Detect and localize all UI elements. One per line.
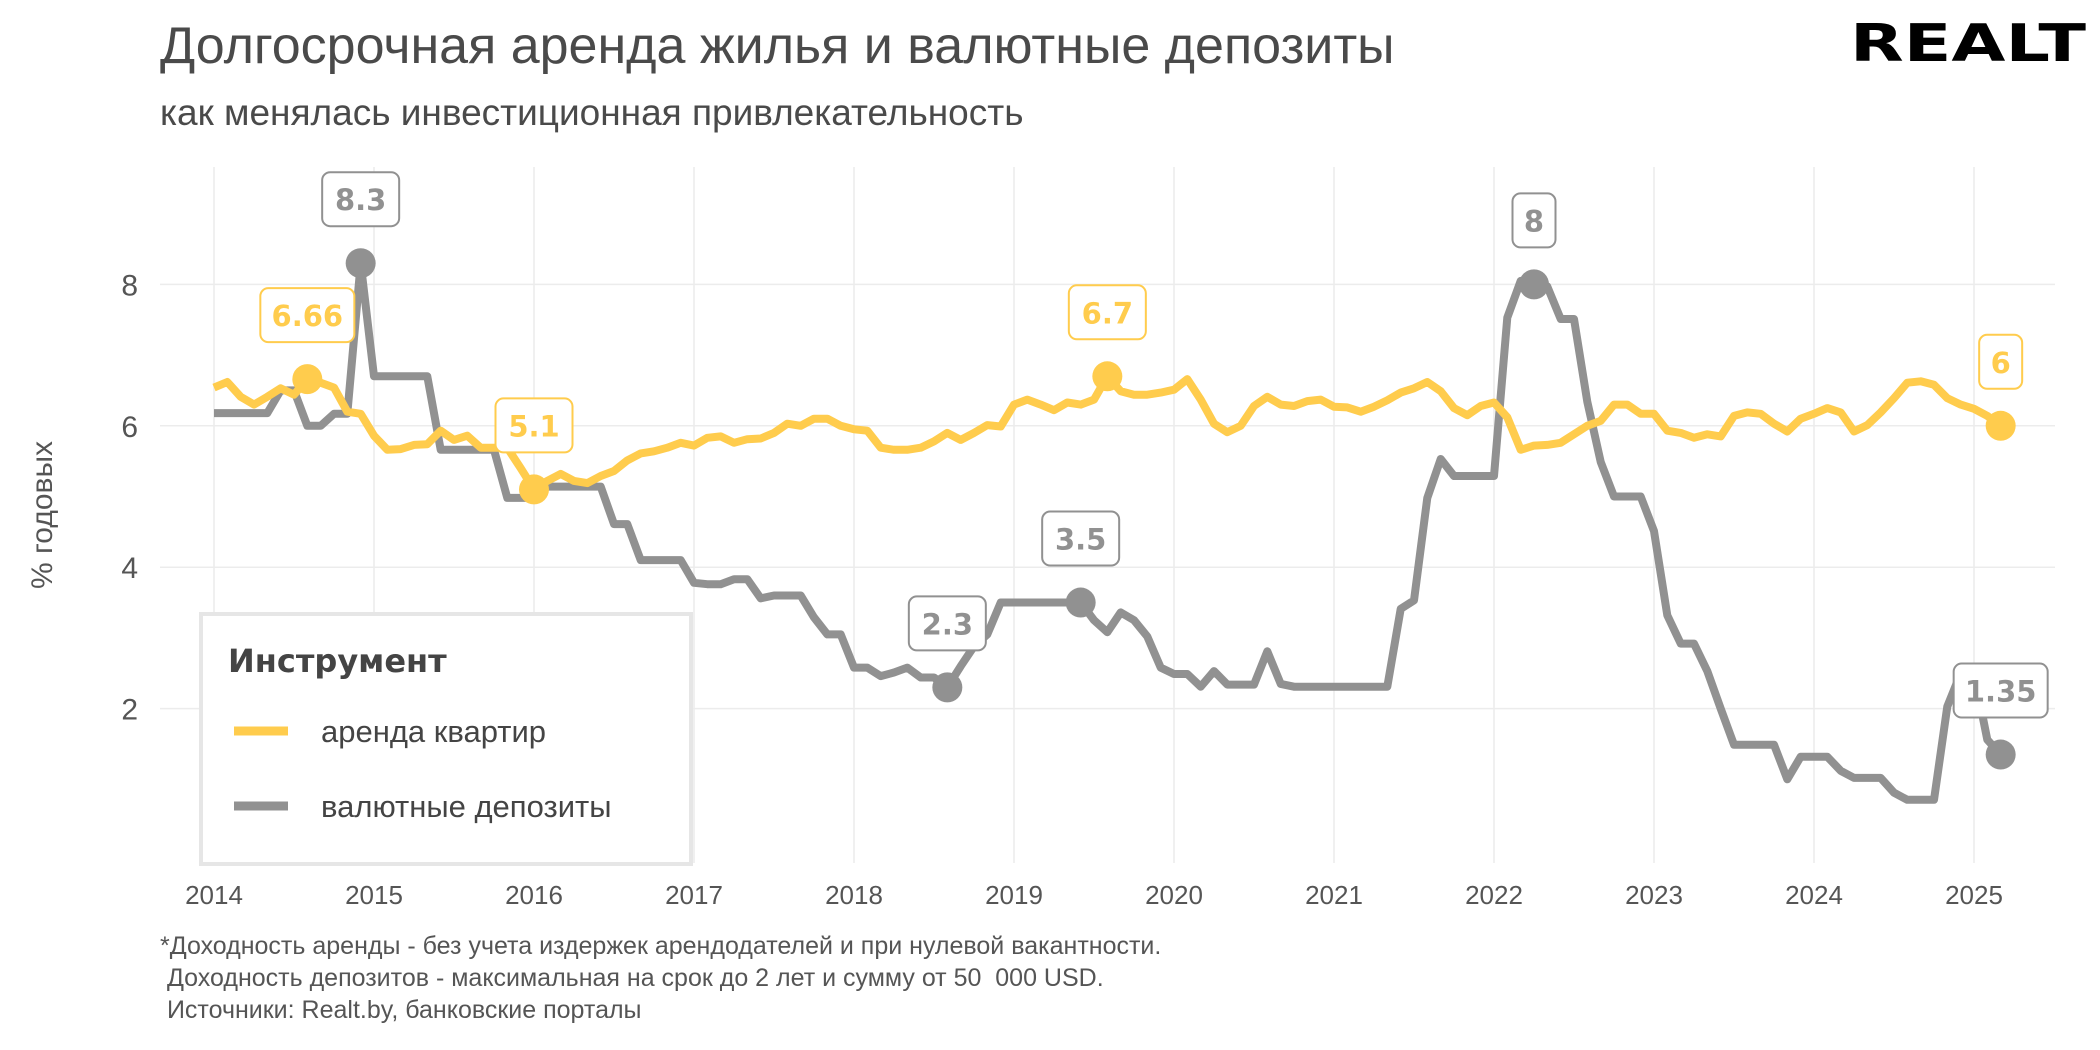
data-label-box: [321, 171, 401, 228]
data-label-box: [494, 397, 574, 454]
legend-box: [199, 612, 693, 866]
data-label-box: [259, 287, 356, 344]
series-line-deposits: [214, 259, 2004, 804]
data-point: [292, 364, 323, 395]
annotation-points: [292, 248, 2016, 770]
legend: Инструмент аренда квартир валютные депоз…: [199, 612, 693, 866]
data-label: 2.3: [922, 607, 973, 641]
footnote-line: Доходность депозитов - максимальная на с…: [160, 964, 1104, 992]
legend-label-deposits: валютные депозиты: [321, 789, 612, 824]
logo-text: REALT: [1850, 14, 2087, 70]
data-point: [519, 474, 549, 505]
x-tick-label: 2022: [1465, 880, 1523, 910]
legend-label-rent: аренда квартир: [321, 714, 546, 749]
x-tick-label: 2017: [665, 880, 723, 910]
annotation-labels: 6.66 5.1 6.7 6 8.3 2.3 3.5 8 1.35: [259, 171, 2049, 719]
data-point: [1519, 269, 1549, 300]
data-label-box: [1041, 510, 1121, 567]
footnote: *Доходность аренды - без учета издержек …: [160, 930, 1161, 1026]
y-tick-label: 2: [121, 694, 138, 727]
series-line-rent: [212, 372, 2004, 494]
x-tick-label: 2023: [1625, 880, 1683, 910]
x-axis-ticks: 2014 2015 2016 2017 2018 2019 2020 2021 2022 2023…: [185, 880, 2003, 910]
chart-subtitle: как менялась инвестиционная привлекатель…: [160, 92, 1024, 133]
data-point: [345, 248, 376, 279]
x-tick-label: 2019: [985, 880, 1043, 910]
data-label: 8.3: [335, 183, 386, 217]
data-point: [1092, 361, 1123, 392]
data-label: 1.35: [1965, 675, 2037, 709]
x-tick-label: 2020: [1145, 880, 1203, 910]
data-label: 3.5: [1055, 523, 1106, 557]
x-tick-label: 2015: [345, 880, 403, 910]
data-label: 6.66: [272, 299, 344, 333]
footnote-line: Источники: Realt.by, банковские порталы: [160, 996, 642, 1024]
data-label-box: [1067, 284, 1147, 341]
realt-logo: REALT: [1850, 14, 2087, 70]
legend-title: Инструмент: [228, 642, 447, 680]
chart-title: Долгосрочная аренда жилья и валютные деп…: [160, 17, 1395, 75]
x-tick-label: 2024: [1785, 880, 1843, 910]
data-label-box: [1511, 192, 1557, 249]
data-point: [1985, 739, 2016, 770]
y-axis-ticks: 2 4 6 8: [121, 269, 138, 726]
y-tick-label: 8: [121, 269, 138, 302]
x-tick-label: 2025: [1945, 880, 2003, 910]
x-tick-label: 2014: [185, 880, 243, 910]
y-tick-label: 4: [121, 552, 138, 585]
data-point: [1985, 410, 2016, 441]
data-label-box: [1952, 662, 2049, 719]
y-axis-title: % годовых: [26, 441, 59, 589]
data-point: [1065, 587, 1096, 618]
data-point: [932, 672, 963, 703]
data-label: 6.7: [1082, 296, 1133, 330]
data-label: 6: [1991, 346, 2011, 380]
data-label-box: [907, 595, 987, 652]
data-label: 8: [1524, 204, 1544, 238]
footnote-line: *Доходность аренды - без учета издержек …: [160, 932, 1162, 960]
data-label: 5.1: [508, 409, 559, 443]
y-tick-label: 6: [121, 411, 138, 444]
x-tick-label: 2021: [1305, 880, 1363, 910]
x-tick-label: 2018: [825, 880, 883, 910]
x-tick-label: 2016: [505, 880, 563, 910]
data-label-box: [1978, 333, 2024, 390]
